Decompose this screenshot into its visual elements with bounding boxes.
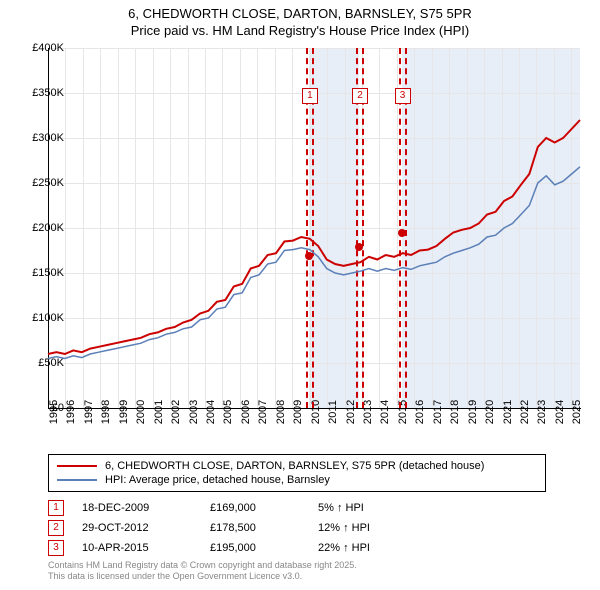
title-line-1: 6, CHEDWORTH CLOSE, DARTON, BARNSLEY, S7… [0,6,600,23]
table-pct: 12% ↑ HPI [318,522,418,534]
table-date: 10-APR-2015 [82,542,192,554]
legend-swatch-2 [57,479,97,481]
table-marker: 1 [48,500,64,516]
table-marker: 2 [48,520,64,536]
table-price: £178,500 [210,522,300,534]
chart-title: 6, CHEDWORTH CLOSE, DARTON, BARNSLEY, S7… [0,0,600,40]
table-pct: 5% ↑ HPI [318,502,418,514]
legend-item-2: HPI: Average price, detached house, Barn… [57,473,537,487]
series-line-1 [48,167,580,359]
legend-item-1: 6, CHEDWORTH CLOSE, DARTON, BARNSLEY, S7… [57,459,537,473]
legend-swatch-1 [57,465,97,467]
sale-marker: 3 [395,88,411,104]
table-marker: 3 [48,540,64,556]
table-price: £169,000 [210,502,300,514]
footer-line-2: This data is licensed under the Open Gov… [48,571,357,582]
table-row: 1 18-DEC-2009 £169,000 5% ↑ HPI [48,498,418,518]
sale-dot [305,252,313,260]
table-pct: 22% ↑ HPI [318,542,418,554]
table-price: £195,000 [210,542,300,554]
footer: Contains HM Land Registry data © Crown c… [48,560,357,582]
legend-label-1: 6, CHEDWORTH CLOSE, DARTON, BARNSLEY, S7… [105,460,484,472]
table-row: 3 10-APR-2015 £195,000 22% ↑ HPI [48,538,418,558]
legend: 6, CHEDWORTH CLOSE, DARTON, BARNSLEY, S7… [48,454,546,492]
sale-marker: 2 [352,88,368,104]
sales-table: 1 18-DEC-2009 £169,000 5% ↑ HPI 2 29-OCT-2012… [48,498,418,558]
table-row: 2 29-OCT-2012 £178,500 12% ↑ HPI [48,518,418,538]
legend-label-2: HPI: Average price, detached house, Barn… [105,474,330,486]
sale-dot [355,243,363,251]
sale-marker: 1 [302,88,318,104]
chart-container: 6, CHEDWORTH CLOSE, DARTON, BARNSLEY, S7… [0,0,600,590]
title-line-2: Price paid vs. HM Land Registry's House … [0,23,600,40]
table-date: 29-OCT-2012 [82,522,192,534]
table-date: 18-DEC-2009 [82,502,192,514]
sale-dot [398,229,406,237]
footer-line-1: Contains HM Land Registry data © Crown c… [48,560,357,571]
series-line-0 [48,120,580,354]
